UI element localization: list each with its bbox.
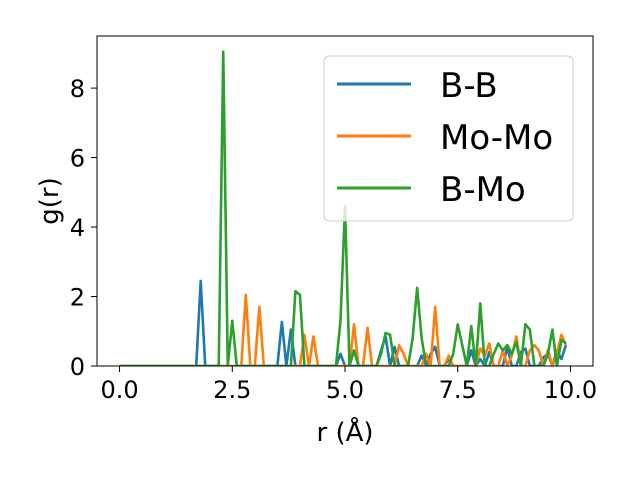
series-layer	[119, 50, 568, 366]
y-axis-label: g(r)	[35, 177, 65, 224]
y-tick-label: 2	[70, 284, 85, 312]
x-axis-ticks: 0.0 2.5 5.0 7.5 10.0	[100, 366, 597, 404]
legend-box	[323, 55, 574, 222]
x-tick-label: 0.0	[100, 376, 138, 404]
series-line-b-mo	[119, 50, 567, 366]
legend-label-b-b: B-B	[440, 66, 498, 106]
y-tick-label: 0	[70, 353, 85, 381]
series-line-mo-mo	[119, 293, 568, 366]
x-tick-label: 5.0	[326, 376, 364, 404]
y-tick-label: 8	[70, 75, 85, 103]
y-tick-label: 4	[70, 214, 85, 242]
x-tick-label: 2.5	[213, 376, 251, 404]
x-tick-label: 7.5	[439, 376, 477, 404]
x-axis-label: r (Å)	[316, 416, 373, 448]
legend-label-b-mo: B-Mo	[440, 170, 526, 210]
legend: B-B Mo-Mo B-Mo	[323, 55, 574, 222]
plot-area	[119, 50, 568, 366]
x-tick-label: 10.0	[544, 376, 597, 404]
legend-label-mo-mo: Mo-Mo	[440, 118, 553, 158]
y-tick-label: 6	[70, 145, 85, 173]
y-axis-ticks: 0 2 4 6 8	[70, 75, 97, 381]
